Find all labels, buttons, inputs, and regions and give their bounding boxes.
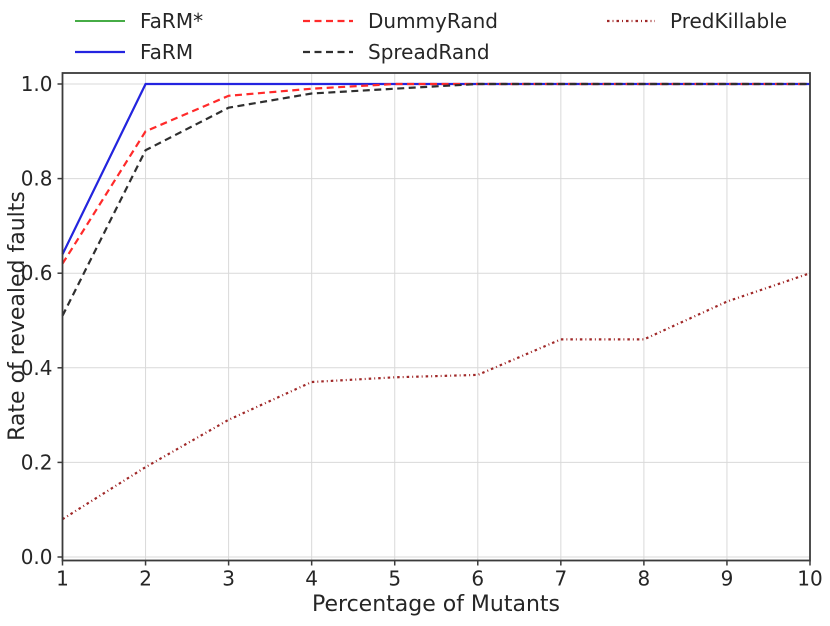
y-tick-label: 0.2 xyxy=(21,450,53,474)
legend-label: SpreadRand xyxy=(368,40,490,64)
legend-label: FaRM* xyxy=(140,9,203,33)
tick-labels: 1 2 3 4 5 6 7 8 9 10 0.0 0.2 0.4 0.6 0.8 1.0 xyxy=(21,72,823,591)
grid-lines xyxy=(62,73,811,561)
legend-label: FaRM xyxy=(140,40,193,64)
x-tick-label: 10 xyxy=(797,567,822,591)
axis-ticks xyxy=(57,83,811,566)
x-tick-label: 1 xyxy=(56,567,69,591)
y-tick-label: 0.0 xyxy=(21,545,53,569)
x-tick-label: 2 xyxy=(139,567,152,591)
legend: FaRM* FaRM DummyRand SpreadRand PredKillable xyxy=(75,9,787,64)
legend-item-dummyrand: DummyRand xyxy=(303,9,498,33)
series-line-farm xyxy=(61,82,810,255)
legend-item-spreadrand: SpreadRand xyxy=(303,40,490,64)
y-tick-label: 0.6 xyxy=(21,261,53,285)
x-tick-label: 8 xyxy=(638,567,651,591)
legend-label: PredKillable xyxy=(670,9,787,33)
series-line-farm xyxy=(61,83,810,255)
y-axis-label: Rate of revealed faults xyxy=(5,191,30,441)
legend-item-farm: FaRM* xyxy=(75,9,203,33)
x-axis-label: Percentage of Mutants xyxy=(312,592,560,617)
legend-item-farm: FaRM xyxy=(75,40,193,64)
y-tick-label: 0.4 xyxy=(21,356,53,380)
series-line-spreadrand xyxy=(61,82,810,317)
x-tick-label: 7 xyxy=(554,567,567,591)
plot-border xyxy=(61,72,811,562)
x-tick-label: 6 xyxy=(471,567,484,591)
x-tick-label: 3 xyxy=(222,567,235,591)
legend-label: DummyRand xyxy=(368,9,498,33)
series-lines xyxy=(61,82,811,521)
y-tick-label: 0.8 xyxy=(21,167,53,191)
x-tick-label: 5 xyxy=(388,567,401,591)
y-tick-label: 1.0 xyxy=(21,72,53,96)
x-tick-label: 4 xyxy=(305,567,318,591)
plot-frame xyxy=(61,72,811,562)
x-tick-label: 9 xyxy=(721,567,734,591)
series-line-predkillable xyxy=(61,272,811,521)
legend-item-predkillable: PredKillable xyxy=(607,9,787,33)
series-line-dummyrand xyxy=(61,82,810,265)
